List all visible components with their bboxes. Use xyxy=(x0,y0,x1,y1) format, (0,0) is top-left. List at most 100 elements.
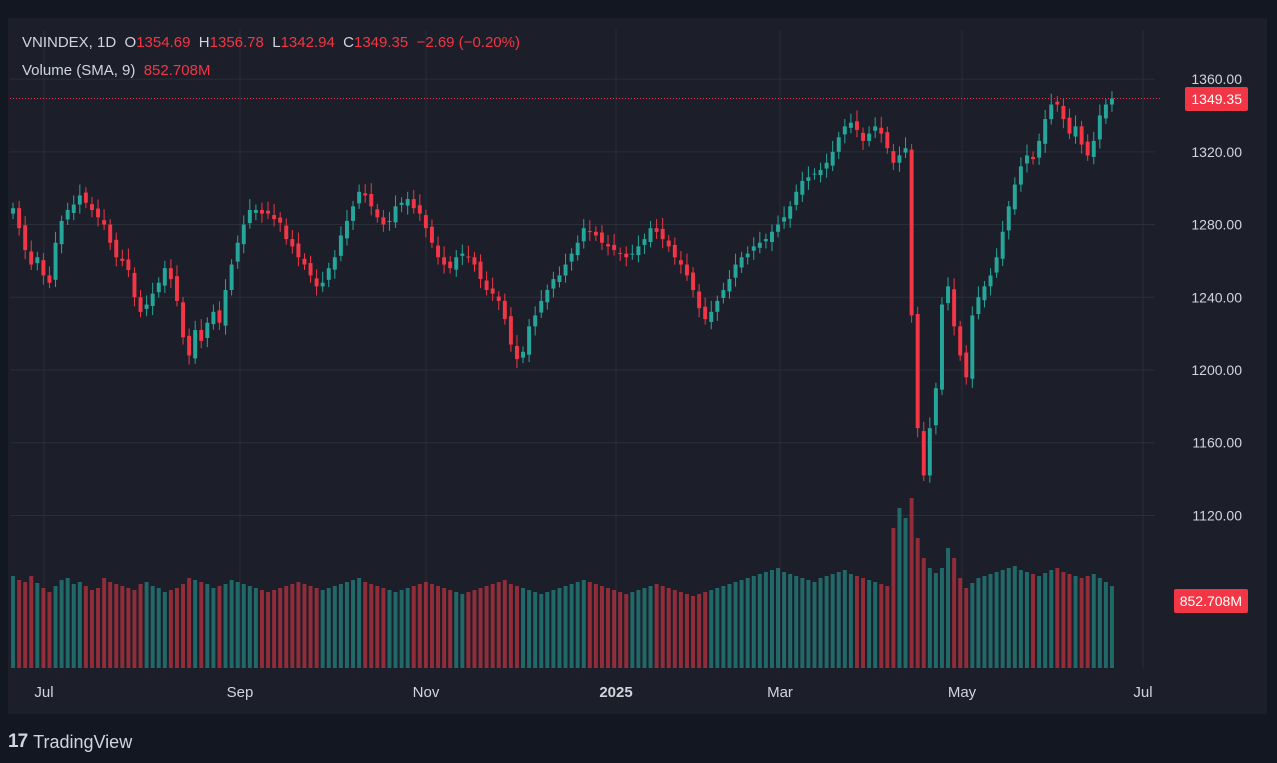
volume-bar xyxy=(1031,574,1036,668)
candle-body xyxy=(769,231,774,242)
x-tick-label: Sep xyxy=(227,684,254,701)
candle-body xyxy=(763,239,768,242)
candle-body xyxy=(211,311,216,325)
candle-body xyxy=(624,253,629,258)
volume-label[interactable]: Volume (SMA, 9) xyxy=(22,62,136,79)
volume-bar xyxy=(96,588,101,668)
volume-bar xyxy=(794,576,799,668)
candle-body xyxy=(933,388,938,426)
candle-body xyxy=(490,288,495,294)
volume-bar xyxy=(35,583,40,668)
volume-bar xyxy=(551,590,556,668)
candle-body xyxy=(1109,98,1114,105)
candle-body xyxy=(1049,104,1054,120)
candle-body xyxy=(326,268,331,280)
candle-body xyxy=(472,257,477,265)
x-tick-label: May xyxy=(948,684,977,701)
candle-body xyxy=(800,180,805,195)
x-tick-label: Jul xyxy=(1133,684,1152,701)
volume-bar xyxy=(65,578,70,668)
volume-bar xyxy=(1012,566,1017,668)
candle-body xyxy=(982,286,987,301)
candle-body xyxy=(1006,206,1011,231)
volume-bar xyxy=(691,596,696,668)
candle-body xyxy=(824,162,829,169)
candle-body xyxy=(65,210,70,220)
candle-body xyxy=(77,195,82,205)
volume-bar xyxy=(988,574,993,668)
candle-body xyxy=(102,220,107,225)
candle-body xyxy=(381,217,386,225)
candle-body xyxy=(751,246,756,251)
volume-bar xyxy=(751,576,756,668)
candle-body xyxy=(587,231,592,233)
candle-body xyxy=(460,253,465,256)
candle-body xyxy=(259,210,264,214)
candle-body xyxy=(417,205,422,214)
volume-bar xyxy=(442,588,447,668)
volume-bar xyxy=(903,518,908,668)
volume-bar xyxy=(369,584,374,668)
tradingview-brand[interactable]: 17 TradingView xyxy=(8,731,132,753)
candle-body xyxy=(776,224,781,232)
candle-body xyxy=(867,133,872,141)
low-label: L xyxy=(272,34,281,51)
volume-bar xyxy=(861,578,866,668)
volume-bar xyxy=(187,578,192,668)
candle-body xyxy=(1000,231,1005,259)
candle-body xyxy=(126,259,131,270)
x-tick-label: 2025 xyxy=(599,684,632,701)
candle-body xyxy=(253,210,258,213)
candle-body xyxy=(162,268,167,286)
candle-body xyxy=(691,272,696,290)
candle-body xyxy=(296,243,301,258)
volume-bar xyxy=(314,588,319,668)
candle-body xyxy=(375,209,380,218)
volume-bar xyxy=(927,568,932,668)
volume-bar xyxy=(466,592,471,668)
volume-bar xyxy=(59,580,64,668)
volume-bar xyxy=(363,582,368,668)
candle-body xyxy=(338,235,343,256)
candle-body xyxy=(114,239,119,258)
y-tick-label: 1360.00 xyxy=(1191,71,1242,87)
volume-bar xyxy=(199,582,204,668)
y-tick-label: 1160.00 xyxy=(1192,435,1242,451)
candle-body xyxy=(952,289,957,327)
volume-bar xyxy=(357,578,362,668)
candle-body xyxy=(709,311,714,322)
volume-bar xyxy=(47,592,52,668)
candle-body xyxy=(235,242,240,262)
volume-bar xyxy=(818,578,823,668)
candle-body xyxy=(508,316,513,345)
volume-value: 852.708M xyxy=(143,62,211,79)
candle-body xyxy=(1097,115,1102,140)
volume-bar xyxy=(672,590,677,668)
candle-body xyxy=(521,351,526,358)
candle-body xyxy=(47,275,52,283)
volume-bar xyxy=(891,528,896,668)
x-tick-label: Mar xyxy=(767,684,793,701)
candle-body xyxy=(29,251,34,265)
candle-body xyxy=(351,206,356,221)
volume-bar xyxy=(168,590,173,668)
volume-bar xyxy=(490,584,495,668)
candle-body xyxy=(1031,156,1036,160)
candle-body xyxy=(897,155,902,163)
candle-body xyxy=(369,194,374,207)
volume-bar xyxy=(1109,586,1114,668)
symbol-label[interactable]: VNINDEX, 1D xyxy=(22,34,117,51)
volume-bar xyxy=(77,582,82,668)
candle-body xyxy=(357,191,362,204)
volume-bar xyxy=(436,586,441,668)
volume-bar xyxy=(266,592,271,668)
volume-bar xyxy=(302,584,307,668)
volume-bar xyxy=(769,570,774,668)
volume-bar xyxy=(108,582,113,668)
volume-bar xyxy=(806,580,811,668)
volume-bar xyxy=(71,584,76,668)
volume-bar xyxy=(836,572,841,668)
volume-bar xyxy=(745,578,750,668)
candle-body xyxy=(830,151,835,166)
